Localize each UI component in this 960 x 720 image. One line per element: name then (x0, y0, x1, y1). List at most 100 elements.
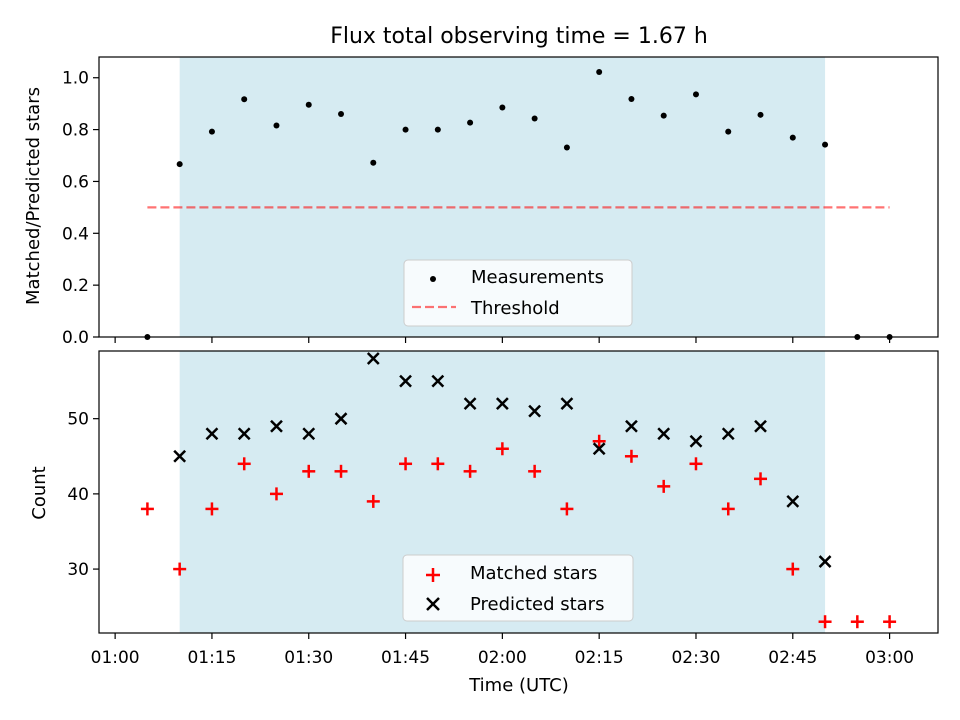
predicted-star-point (237, 427, 251, 441)
matched-star-point (689, 457, 703, 471)
matched-star-point (786, 562, 800, 576)
predicted-star-point (270, 419, 283, 433)
predicted-star-point (721, 427, 735, 441)
measurement-point (596, 69, 603, 76)
predicted-star-point (495, 397, 509, 411)
bottom-y-tick-label: 50 (67, 410, 89, 430)
matched-star-point (173, 562, 187, 576)
top-y-tick-label: 0.0 (62, 328, 89, 348)
matched-star-point (528, 464, 542, 478)
matched-star-point (237, 457, 251, 471)
matched-star-point (334, 464, 348, 478)
measurement-point (563, 144, 570, 151)
measurement-point (660, 112, 667, 119)
bottom-y-tick-label: 40 (67, 485, 89, 505)
x-tick-label: 01:45 (381, 648, 430, 668)
top-panel: 0.0 0.2 0.4 0.6 0.8 1.0 Matched/Predicted sta… (23, 56, 939, 348)
predicted-x-b (495, 397, 509, 411)
predicted-star-point (657, 427, 671, 441)
measurement-point (338, 111, 345, 118)
predicted-star-point (592, 442, 606, 456)
top-x-ticks (114, 337, 891, 343)
top-y-tick-label: 1.0 (62, 69, 89, 89)
x-tick-label: 02:00 (478, 648, 527, 668)
predicted-x-b (528, 404, 542, 418)
predicted-x-b (754, 419, 767, 433)
measurement-point (725, 128, 732, 135)
x-tick-label: 02:45 (768, 648, 817, 668)
predicted-x-b (302, 427, 316, 441)
predicted-star-point (528, 404, 542, 418)
legend-measurements-marker (430, 276, 436, 282)
chart-title: Flux total observing time = 1.67 h (330, 24, 708, 49)
legend-matched-label: Matched stars (470, 563, 597, 584)
predicted-x-b (205, 427, 219, 441)
predicted-x-b (786, 495, 800, 508)
predicted-star-point (786, 495, 800, 508)
matched-star-point (140, 502, 154, 516)
measurement-point (467, 119, 474, 126)
predicted-x-b (237, 427, 251, 441)
top-y-tick-label: 0.8 (62, 121, 89, 141)
matched-star-point (754, 472, 768, 486)
top-y-ticks: 0.0 0.2 0.4 0.6 0.8 1.0 (62, 69, 99, 348)
predicted-x-b (818, 555, 832, 568)
bottom-x-ticks: 01:00 01:15 01:30 01:45 02:00 02:15 02:30 02:45… (91, 633, 914, 668)
predicted-star-point (754, 419, 767, 433)
x-tick-label: 03:00 (865, 648, 914, 668)
matched-star-point (302, 464, 316, 478)
matched-star-point (399, 457, 413, 471)
predicted-x-b (592, 442, 606, 456)
predicted-x-b (560, 397, 574, 411)
matched-star-point (560, 502, 574, 516)
measurement-point (305, 101, 312, 108)
x-tick-label: 02:30 (671, 648, 720, 668)
matched-star-point (205, 502, 219, 516)
matched-star-points (140, 434, 897, 629)
bottom-legend: Matched stars Predicted stars (402, 554, 634, 622)
top-y-axis-label: Matched/Predicted stars (23, 87, 44, 305)
predicted-x-b (625, 419, 638, 433)
legend-matched-marker (426, 568, 440, 582)
measurement-point (402, 126, 409, 133)
predicted-star-point (205, 427, 219, 441)
legend-measurements-label: Measurements (471, 267, 604, 288)
matched-star-point (269, 487, 283, 501)
top-y-tick-label: 0.2 (62, 276, 89, 296)
x-axis-label: Time (UTC) (468, 675, 569, 696)
predicted-star-point (431, 374, 445, 388)
predicted-star-point (366, 352, 380, 365)
x-tick-label: 01:00 (91, 648, 140, 668)
predicted-x-b (689, 434, 703, 448)
x-tick-label: 02:15 (575, 648, 624, 668)
bottom-y-tick-label: 30 (67, 560, 89, 580)
top-legend-box (403, 259, 633, 327)
matched-star-point (721, 502, 735, 516)
predicted-x-b (431, 374, 445, 388)
predicted-star-point (302, 427, 316, 441)
predicted-star-point (399, 374, 412, 388)
matched-star-point (883, 615, 897, 629)
measurement-point (499, 104, 506, 111)
matched-star-point (463, 464, 477, 478)
measurement-point (241, 96, 248, 103)
top-axes-frame (98, 56, 939, 338)
measurement-point (789, 134, 796, 141)
predicted-star-point (818, 555, 832, 568)
predicted-star-point (689, 434, 703, 448)
matched-star-point (850, 615, 864, 629)
measurement-points (144, 69, 893, 340)
measurement-point (531, 115, 538, 122)
top-y-tick-label: 0.4 (62, 224, 89, 244)
predicted-x-b (721, 427, 735, 441)
matched-star-point (366, 494, 380, 508)
predicted-x-b (657, 427, 671, 441)
measurement-point (822, 141, 829, 148)
x-tick-label: 01:15 (187, 648, 236, 668)
x-tick-label: 01:30 (284, 648, 333, 668)
matched-star-point (592, 434, 606, 448)
predicted-x-b (399, 374, 412, 388)
matched-star-point (624, 449, 638, 463)
bottom-axes-frame (98, 350, 939, 634)
